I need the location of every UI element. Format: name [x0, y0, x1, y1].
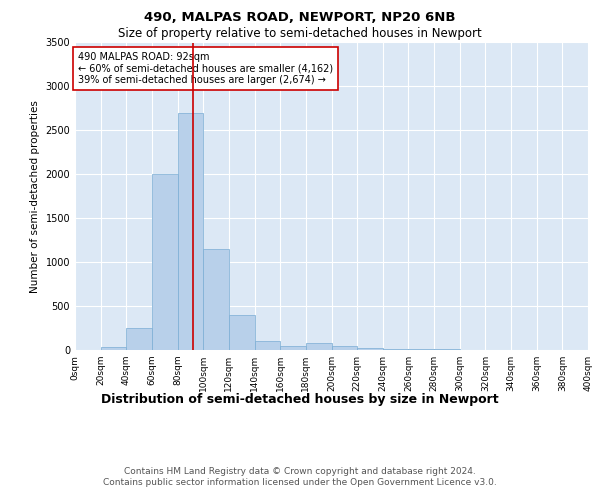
Bar [178, 113, 203, 350]
Bar [152, 174, 178, 350]
Bar [383, 348, 409, 350]
Text: Size of property relative to semi-detached houses in Newport: Size of property relative to semi-detach… [118, 28, 482, 40]
Text: 490, MALPAS ROAD, NEWPORT, NP20 6NB: 490, MALPAS ROAD, NEWPORT, NP20 6NB [144, 11, 456, 24]
Text: 490 MALPAS ROAD: 92sqm
← 60% of semi-detached houses are smaller (4,162)
39% of : 490 MALPAS ROAD: 92sqm ← 60% of semi-det… [77, 52, 332, 85]
Text: Distribution of semi-detached houses by size in Newport: Distribution of semi-detached houses by … [101, 392, 499, 406]
Text: Contains HM Land Registry data © Crown copyright and database right 2024.
Contai: Contains HM Land Registry data © Crown c… [103, 468, 497, 487]
Bar [229, 315, 254, 350]
Bar [127, 328, 152, 350]
Bar [357, 348, 383, 350]
Bar [101, 348, 127, 350]
Bar [203, 249, 229, 350]
Bar [306, 343, 331, 350]
Bar [409, 349, 434, 350]
Y-axis label: Number of semi-detached properties: Number of semi-detached properties [30, 100, 40, 292]
Bar [331, 346, 357, 350]
Bar [254, 341, 280, 350]
Bar [280, 346, 306, 350]
